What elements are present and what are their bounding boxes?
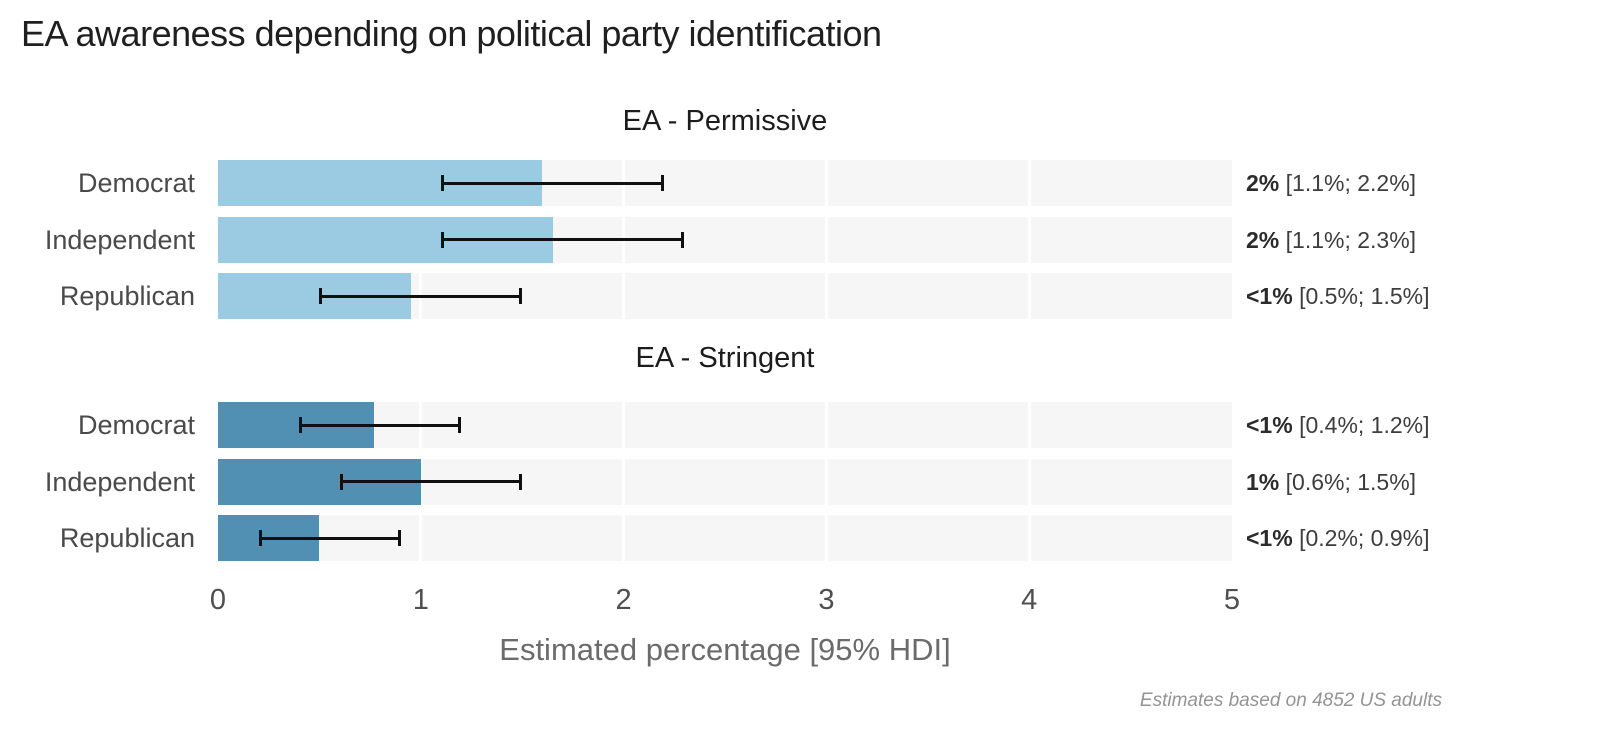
category-label: Independent [44,466,195,497]
category-label: Independent [44,224,195,255]
x-axis-tick: 5 [1223,584,1241,616]
value-label: <1% [0.5%; 1.5%] [1246,273,1430,319]
hdi-upper-cap [681,231,685,248]
estimate-value: 2% [1246,170,1280,196]
estimate-value: <1% [1246,412,1293,438]
x-axis-label: Estimated percentage [95% HDI] [499,632,951,667]
chart-caption: Estimates based on 4852 US adults [1139,690,1442,711]
gridline [1027,402,1031,448]
value-label: 2% [1.1%; 2.3%] [1246,217,1416,263]
gridline [622,515,626,561]
x-axis-tick: 3 [818,584,835,616]
x-axis-tick: 2 [615,584,632,616]
hdi-line [441,238,685,241]
hdi-interval-value: [0.6%; 1.5%] [1279,468,1417,495]
hdi-upper-cap [519,288,523,304]
hdi-interval-value: [0.4%; 1.2%] [1292,412,1430,438]
hdi-interval-value: [1.1%; 2.2%] [1279,170,1417,196]
gridline [622,273,626,319]
hdi-error-bar [441,175,665,191]
hdi-lower-cap [441,175,445,191]
gridline [1027,273,1031,319]
x-axis-tick: 4 [1021,584,1038,616]
gridline [1027,515,1031,561]
x-axis-tick: 0 [209,584,227,616]
gridline [824,458,828,505]
hdi-upper-cap [458,417,462,433]
hdi-upper-cap [397,530,401,546]
hdi-interval-value: [0.2%; 0.9%] [1292,525,1430,551]
hdi-line [299,423,462,427]
hdi-error-bar [339,473,523,490]
gridline [824,273,828,319]
bar-track [218,216,1232,263]
hdi-error-bar [258,530,401,546]
estimate-value: <1% [1246,525,1293,551]
hdi-error-bar [299,417,462,433]
value-label: 1% [0.6%; 1.5%] [1246,459,1416,505]
hdi-interval-value: [0.5%; 1.5%] [1292,283,1430,309]
gridline [1027,160,1031,206]
hdi-lower-cap [299,417,303,433]
value-label: 2% [1.1%; 2.2%] [1246,160,1416,206]
hdi-line [258,536,401,540]
hdi-lower-cap [319,288,323,304]
gridline [622,402,626,448]
hdi-upper-cap [519,473,523,490]
category-label: Republican [59,523,195,553]
gridline [1027,216,1031,263]
category-label: Democrat [77,168,195,198]
x-axis-tick: 1 [412,584,429,616]
bar-track [218,160,1232,206]
estimate-value: 1% [1246,468,1280,495]
hdi-upper-cap [661,175,665,191]
value-label: <1% [0.2%; 0.9%] [1246,515,1430,561]
gridline [824,216,828,263]
estimate-value: <1% [1246,283,1293,309]
hdi-error-bar [319,288,523,304]
hdi-interval-value: [1.1%; 2.3%] [1279,226,1417,253]
gridline [824,402,828,448]
hdi-line [441,181,665,185]
gridline [622,458,626,505]
hdi-error-bar [441,231,685,248]
hdi-lower-cap [258,530,262,546]
category-label: Republican [59,281,195,311]
gridline [419,515,423,561]
gridline [824,515,828,561]
hdi-lower-cap [441,231,445,248]
bar-track [218,273,1232,319]
panel-title-permissive: EA - Permissive [622,105,828,137]
gridline [824,160,828,206]
hdi-line [319,294,523,298]
category-label: Democrat [77,410,195,440]
estimate-value: 2% [1246,226,1280,253]
gridline [1027,458,1031,505]
hdi-line [339,480,523,483]
hdi-lower-cap [339,473,343,490]
value-label: <1% [0.4%; 1.2%] [1246,402,1430,448]
chart-title: EA awareness depending on political part… [21,13,882,54]
panel-title-stringent: EA - Stringent [635,342,815,374]
